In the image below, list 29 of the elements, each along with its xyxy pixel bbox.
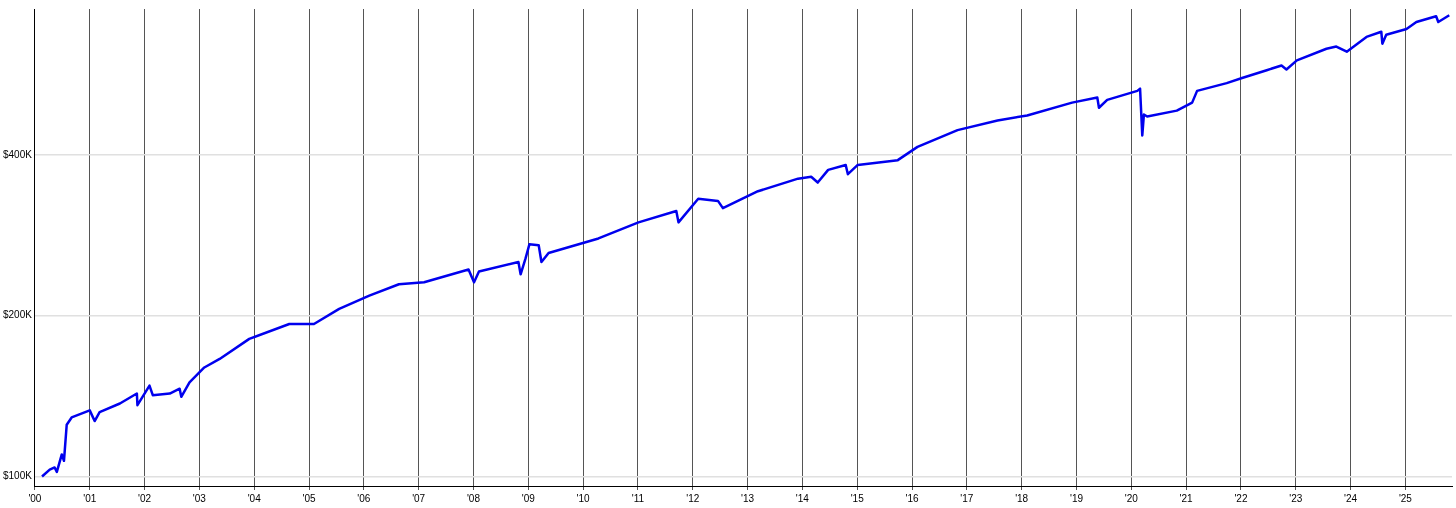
- x-tick-label: '22: [1234, 492, 1248, 504]
- x-tick-label: '21: [1179, 492, 1194, 504]
- x-tick-label: '15: [850, 492, 865, 504]
- y-tick-label: $400K: [2, 148, 33, 160]
- x-tick-label: '11: [631, 492, 645, 504]
- x-tick-label: '02: [138, 492, 152, 504]
- x-tick-label: '10: [576, 492, 591, 504]
- x-tick-label: '18: [1015, 492, 1029, 504]
- x-tick-label: '20: [1124, 492, 1139, 504]
- x-tick-label: '03: [192, 492, 207, 504]
- x-tick-label: '17: [960, 492, 974, 504]
- x-tick-label: '14: [795, 492, 810, 504]
- x-tick-label: '07: [412, 492, 426, 504]
- x-tick-label: '19: [1069, 492, 1084, 504]
- x-tick-label: '25: [1398, 492, 1413, 504]
- x-tick-label: '04: [247, 492, 262, 504]
- y-tick-label: $200K: [2, 309, 33, 321]
- x-tick-label: '23: [1289, 492, 1303, 504]
- x-tick-label: '06: [357, 492, 371, 504]
- x-tick-label: '12: [686, 492, 700, 504]
- x-tick-label: '24: [1344, 492, 1358, 504]
- x-tick-label: '08: [466, 492, 481, 504]
- x-tick-label: '00: [28, 492, 42, 504]
- x-tick-label: '16: [905, 492, 919, 504]
- x-tick-label: '05: [302, 492, 316, 504]
- y-tick-label: $100K: [2, 470, 33, 482]
- x-tick-label: '01: [83, 492, 97, 504]
- x-tick-label: '09: [521, 492, 536, 504]
- x-tick-label: '13: [741, 492, 755, 504]
